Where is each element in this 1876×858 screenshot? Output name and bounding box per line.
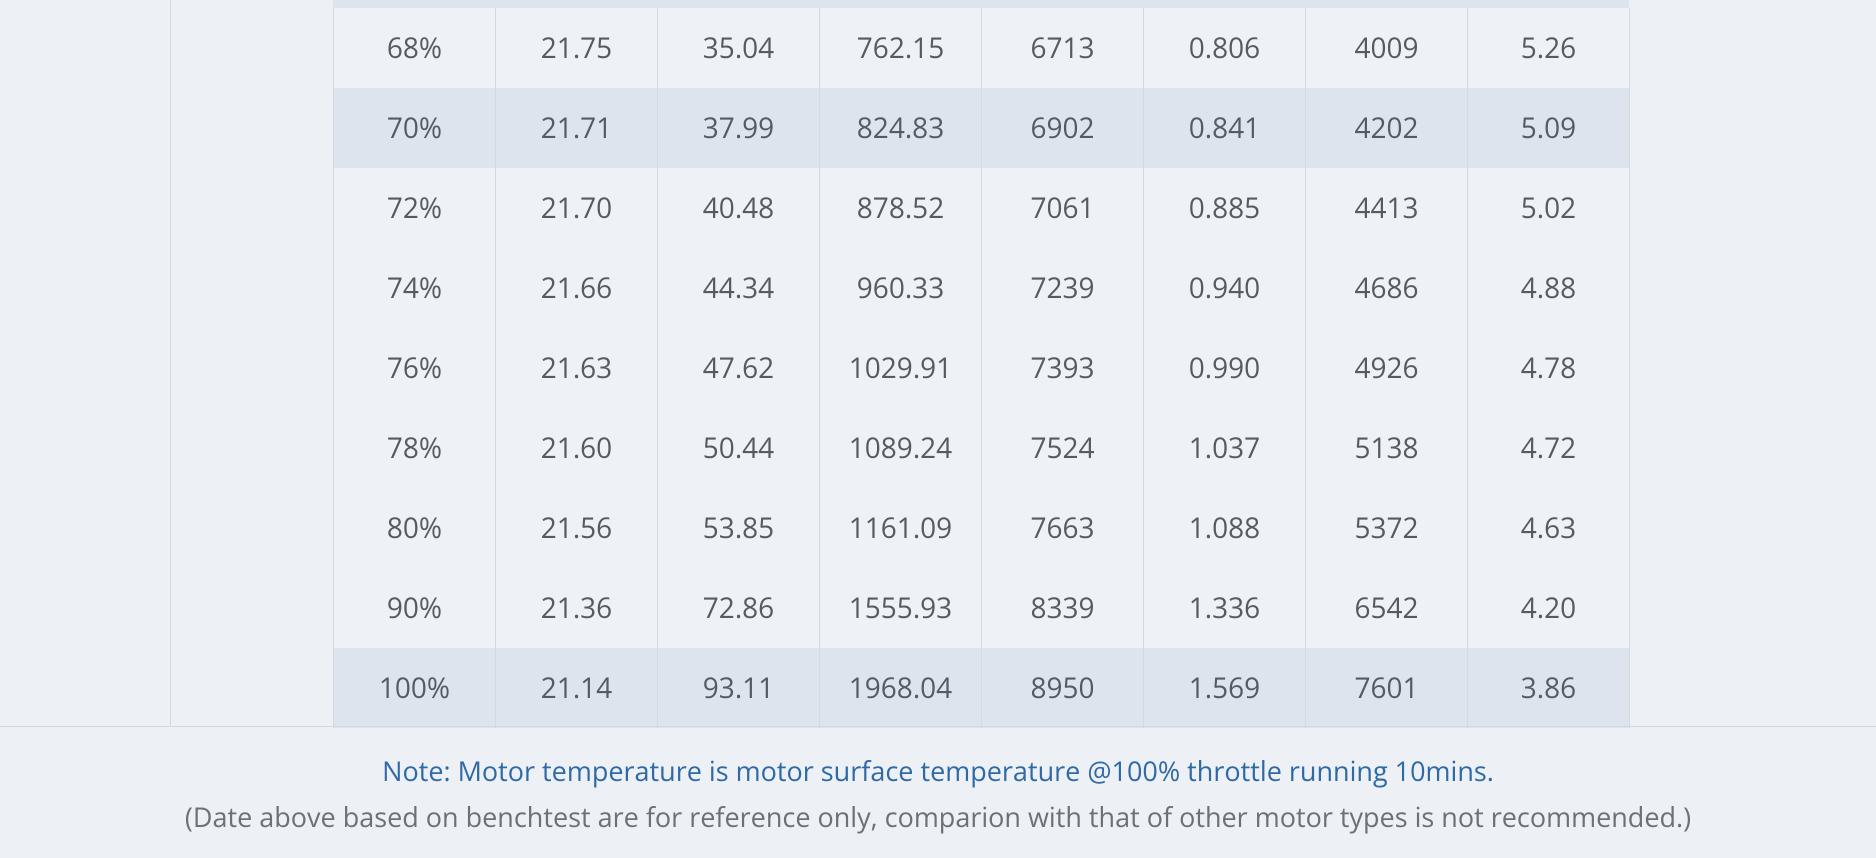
table-cell: 4926 xyxy=(1305,328,1468,408)
table-cell: 6713 xyxy=(981,8,1144,88)
table-cell: 68% xyxy=(333,8,496,88)
table-cell: 72.86 xyxy=(657,568,820,648)
table-cell: 21.75 xyxy=(495,8,658,88)
table-row: 74% 21.66 44.34 960.33 7239 0.940 4686 4.88 xyxy=(333,248,1630,328)
table-cell: 7601 xyxy=(1305,648,1468,728)
table-cell: 960.33 xyxy=(819,248,982,328)
table-cell: 7061 xyxy=(981,168,1144,248)
table-cell: 1.569 xyxy=(1143,648,1306,728)
table-cell: 78% xyxy=(333,408,496,488)
table-cell: 50.44 xyxy=(657,408,820,488)
table-cell: 21.56 xyxy=(495,488,658,568)
table-cell: 53.85 xyxy=(657,488,820,568)
table-cell: 5372 xyxy=(1305,488,1468,568)
table-cell: 824.83 xyxy=(819,88,982,168)
table-cell: 21.63 xyxy=(495,328,658,408)
table-row: 100% 21.14 93.11 1968.04 8950 1.569 7601 3.86 xyxy=(333,648,1630,728)
table-cell: 0.990 xyxy=(1143,328,1306,408)
table-cell: 7239 xyxy=(981,248,1144,328)
table-cell: 1968.04 xyxy=(819,648,982,728)
table-cell: 6542 xyxy=(1305,568,1468,648)
table-cell: 4.63 xyxy=(1467,488,1630,568)
table-cell: 3.86 xyxy=(1467,648,1630,728)
table-cell: 0.940 xyxy=(1143,248,1306,328)
table-cell: 76% xyxy=(333,328,496,408)
table-cell: 5.26 xyxy=(1467,8,1630,88)
table-cell: 100% xyxy=(333,648,496,728)
table-cell: 878.52 xyxy=(819,168,982,248)
table-cell: 70% xyxy=(333,88,496,168)
divider xyxy=(0,726,1876,727)
table-cell: 4.88 xyxy=(1467,248,1630,328)
table-cell: 4.20 xyxy=(1467,568,1630,648)
table-cell: 762.15 xyxy=(819,8,982,88)
table-cell: 5.09 xyxy=(1467,88,1630,168)
table-cell: 37.99 xyxy=(657,88,820,168)
table-row: 72% 21.70 40.48 878.52 7061 0.885 4413 5.02 xyxy=(333,168,1630,248)
table-cell: 0.885 xyxy=(1143,168,1306,248)
table-cell: 5.02 xyxy=(1467,168,1630,248)
table-cell: 21.71 xyxy=(495,88,658,168)
table-cell: 74% xyxy=(333,248,496,328)
table-cell: 1.037 xyxy=(1143,408,1306,488)
table-row: 70% 21.71 37.99 824.83 6902 0.841 4202 5.09 xyxy=(333,88,1630,168)
table-cell: 0.841 xyxy=(1143,88,1306,168)
table-cell: 1555.93 xyxy=(819,568,982,648)
table-cell: 1.088 xyxy=(1143,488,1306,568)
table-cell: 4009 xyxy=(1305,8,1468,88)
table-cell: 1029.91 xyxy=(819,328,982,408)
table-cell: 4202 xyxy=(1305,88,1468,168)
table-cell: 4.78 xyxy=(1467,328,1630,408)
divider xyxy=(170,0,171,726)
table-cell: 35.04 xyxy=(657,8,820,88)
table-cell: 7663 xyxy=(981,488,1144,568)
table-top xyxy=(333,0,1629,8)
table-cell: 21.66 xyxy=(495,248,658,328)
table-cell: 4.72 xyxy=(1467,408,1630,488)
note: Note: Motor temperature is motor surface… xyxy=(382,752,1494,789)
table-cell: 21.36 xyxy=(495,568,658,648)
table-cell: 80% xyxy=(333,488,496,568)
table-cell: 1089.24 xyxy=(819,408,982,488)
table-cell: 1161.09 xyxy=(819,488,982,568)
table-cell: 4686 xyxy=(1305,248,1468,328)
table-cell: 21.14 xyxy=(495,648,658,728)
table-cell: 1.336 xyxy=(1143,568,1306,648)
table-cell: 72% xyxy=(333,168,496,248)
table-cell: 40.48 xyxy=(657,168,820,248)
table-cell: 47.62 xyxy=(657,328,820,408)
table-cell: 21.60 xyxy=(495,408,658,488)
table-cell: 44.34 xyxy=(657,248,820,328)
table-cell: 93.11 xyxy=(657,648,820,728)
table-cell: 6902 xyxy=(981,88,1144,168)
table-row: 90% 21.36 72.86 1555.93 8339 1.336 6542 4.20 xyxy=(333,568,1630,648)
data-table: 68% 21.75 35.04 762.15 6713 0.806 4009 5.26 70% 2… xyxy=(333,8,1630,728)
table-cell: 5138 xyxy=(1305,408,1468,488)
table-cell: 90% xyxy=(333,568,496,648)
table-row: 68% 21.75 35.04 762.15 6713 0.806 4009 5.26 xyxy=(333,8,1630,88)
table-cell: 21.70 xyxy=(495,168,658,248)
disclaimer: (Date above based on benchtest are for r… xyxy=(184,798,1692,835)
table-row: 76% 21.63 47.62 1029.91 7393 0.990 4926 4.78 xyxy=(333,328,1630,408)
table-cell: 8339 xyxy=(981,568,1144,648)
table-cell: 7524 xyxy=(981,408,1144,488)
table-cell: 7393 xyxy=(981,328,1144,408)
table-cell: 8950 xyxy=(981,648,1144,728)
table-cell: 4413 xyxy=(1305,168,1468,248)
table-cell: 0.806 xyxy=(1143,8,1306,88)
table-row: 78% 21.60 50.44 1089.24 7524 1.037 5138 4.72 xyxy=(333,408,1630,488)
table-row: 80% 21.56 53.85 1161.09 7663 1.088 5372 4.63 xyxy=(333,488,1630,568)
